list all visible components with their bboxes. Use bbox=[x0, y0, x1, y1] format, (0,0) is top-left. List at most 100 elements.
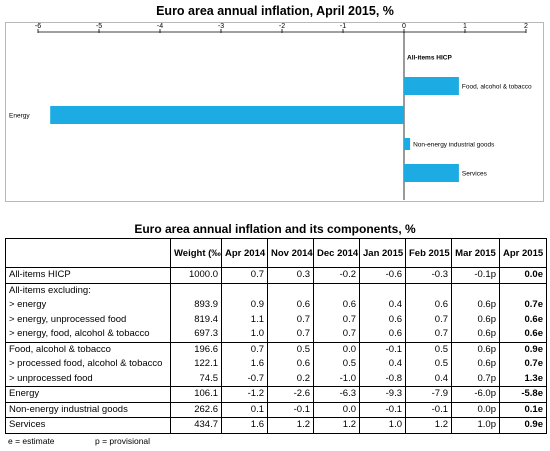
x-tick-label: -5 bbox=[96, 23, 102, 30]
bar-label: All-items HICP bbox=[407, 55, 452, 62]
value-cell: 0.6p bbox=[451, 327, 500, 343]
value-cell: 0.7 bbox=[405, 327, 452, 343]
weight-cell: 262.6 bbox=[170, 402, 222, 418]
weight-cell: 1000.0 bbox=[170, 267, 222, 284]
x-tick-label: -2 bbox=[279, 23, 285, 30]
weight-cell: 196.6 bbox=[170, 342, 222, 357]
weight-cell: 434.7 bbox=[170, 417, 222, 434]
table-row: Energy 106.1 -1.2 -2.6 -6.3 -9.3 -7.9 -6.0p -5.8… bbox=[5, 386, 547, 403]
value-cell: 0.7 bbox=[313, 312, 360, 327]
weight-cell: 122.1 bbox=[170, 357, 222, 372]
value-cell: -0.7 bbox=[221, 371, 268, 387]
table-row: > energy, unprocessed food 819.4 1.1 0.7 0.7… bbox=[5, 312, 547, 327]
x-tick-label: 2 bbox=[524, 23, 528, 30]
value-cell: 0.5 bbox=[267, 342, 314, 357]
value-cell: 0.6 bbox=[267, 357, 314, 372]
row-label: > energy, unprocessed food bbox=[5, 312, 171, 327]
weight-cell: 106.1 bbox=[170, 386, 222, 403]
value-cell: -9.3 bbox=[359, 386, 406, 403]
header-period: Mar 2015 bbox=[451, 238, 500, 268]
value-cell: 0.7e bbox=[499, 357, 547, 372]
table-row: > energy, food, alcohol & tobacco 697.3 1.… bbox=[5, 327, 547, 343]
value-cell: 0.6 bbox=[405, 298, 452, 313]
value-cell: 0.6p bbox=[451, 342, 500, 357]
weight-cell: 697.3 bbox=[170, 327, 222, 343]
value-cell: -0.1 bbox=[267, 402, 314, 418]
value-cell: 1.1 bbox=[221, 312, 268, 327]
bar-label: Energy bbox=[9, 113, 30, 120]
value-cell: 1.2 bbox=[267, 417, 314, 434]
x-tick-label: 1 bbox=[463, 23, 467, 30]
row-label: > processed food, alcohol & tobacco bbox=[5, 357, 171, 372]
value-cell: -0.2 bbox=[313, 267, 360, 284]
header-period: Apr 2014 bbox=[221, 238, 268, 268]
value-cell: -0.3 bbox=[405, 267, 452, 284]
row-label: Services bbox=[5, 417, 171, 434]
value-cell: 0.7 bbox=[267, 312, 314, 327]
chart-title: Euro area annual inflation, April 2015, … bbox=[156, 4, 394, 18]
value-cell: 0.5 bbox=[405, 357, 452, 372]
x-tick-label: 0 bbox=[402, 23, 406, 30]
value-cell: -0.1 bbox=[405, 402, 452, 418]
value-cell bbox=[405, 283, 452, 298]
value-cell: 0.1e bbox=[499, 402, 547, 418]
value-cell: 0.9e bbox=[499, 342, 547, 357]
x-tick-label: -1 bbox=[340, 23, 346, 30]
value-cell: 0.6 bbox=[313, 298, 360, 313]
value-cell: -6.3 bbox=[313, 386, 360, 403]
table-row: All-items HICP 1000.0 0.7 0.3 -0.2 -0.6 -0.3 -0… bbox=[5, 267, 547, 284]
value-cell: 0.4 bbox=[359, 357, 406, 372]
bar bbox=[404, 164, 459, 182]
header-period: Jan 2015 bbox=[359, 238, 406, 268]
value-cell: 0.7e bbox=[499, 298, 547, 313]
value-cell: 0.0 bbox=[313, 342, 360, 357]
value-cell: 1.6 bbox=[221, 417, 268, 434]
value-cell: 0.5 bbox=[313, 357, 360, 372]
table-row: > unprocessed food 74.5 -0.7 0.2 -1.0 -0.8 0.4… bbox=[5, 371, 547, 387]
table-row: > energy 893.9 0.9 0.6 0.6 0.4 0.6 0.6p 0.7e bbox=[5, 298, 547, 313]
value-cell: 0.6p bbox=[451, 312, 500, 327]
value-cell: 0.1 bbox=[221, 402, 268, 418]
value-cell: -5.8e bbox=[499, 386, 547, 403]
value-cell: 0.7 bbox=[313, 327, 360, 343]
weight-cell: 74.5 bbox=[170, 371, 222, 387]
value-cell: 1.3e bbox=[499, 371, 547, 387]
value-cell: 0.6 bbox=[359, 312, 406, 327]
x-tick-label: -6 bbox=[35, 23, 41, 30]
bar bbox=[50, 106, 404, 124]
row-label: Energy bbox=[5, 386, 171, 403]
bar-label: Services bbox=[462, 171, 488, 178]
table-row: Non-energy industrial goods 262.6 0.1 -0.1 0… bbox=[5, 402, 547, 418]
row-label: Non-energy industrial goods bbox=[5, 402, 171, 418]
header-weight: Weight (‰) 2015 bbox=[170, 238, 222, 268]
value-cell: 1.0 bbox=[221, 327, 268, 343]
row-label: > energy bbox=[5, 298, 171, 313]
value-cell: 1.0 bbox=[359, 417, 406, 434]
row-label: Food, alcohol & tobacco bbox=[5, 342, 171, 357]
value-cell: 0.7 bbox=[267, 327, 314, 343]
value-cell bbox=[499, 283, 547, 298]
value-cell: 1.2 bbox=[313, 417, 360, 434]
value-cell: -0.6 bbox=[359, 267, 406, 284]
value-cell bbox=[221, 283, 268, 298]
value-cell: -0.1 bbox=[359, 342, 406, 357]
x-tick-label: -4 bbox=[157, 23, 163, 30]
header-period: Nov 2014 bbox=[267, 238, 314, 268]
value-cell bbox=[359, 283, 406, 298]
value-cell: -7.9 bbox=[405, 386, 452, 403]
value-cell: 0.4 bbox=[359, 298, 406, 313]
table-body: All-items HICP 1000.0 0.7 0.3 -0.2 -0.6 -0.3 -0… bbox=[5, 267, 547, 434]
value-cell: 0.6 bbox=[359, 327, 406, 343]
value-cell: 0.4 bbox=[405, 371, 452, 387]
value-cell: 0.6e bbox=[499, 327, 547, 343]
header-period: Apr 2015 bbox=[499, 238, 547, 268]
bar bbox=[404, 138, 411, 150]
table-row: > processed food, alcohol & tobacco 122.1… bbox=[5, 357, 547, 372]
header-period: Dec 2014 bbox=[313, 238, 360, 268]
table-row: All-items excluding: bbox=[5, 283, 547, 298]
header-blank bbox=[5, 238, 171, 268]
value-cell: -1.0 bbox=[313, 371, 360, 387]
value-cell: -0.8 bbox=[359, 371, 406, 387]
weight-cell bbox=[170, 283, 222, 298]
